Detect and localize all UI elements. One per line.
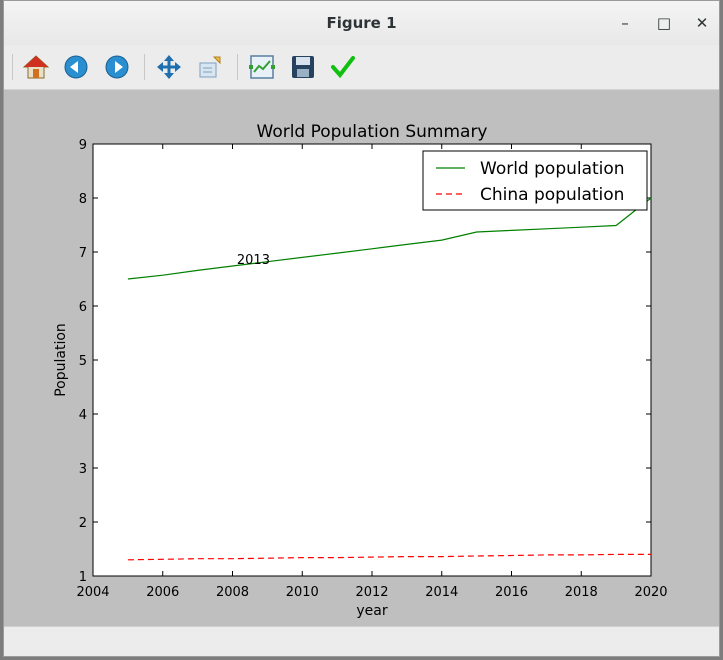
toolbar-separator [144,54,145,80]
x-tick-label: 2010 [286,585,319,600]
edit-axis-button[interactable] [329,53,357,81]
annotation-label: 2013 [237,253,270,268]
x-tick-label: 2008 [216,585,249,600]
y-tick-label: 7 [79,246,87,261]
x-tick-label: 2012 [355,585,388,600]
home-button[interactable] [22,53,50,81]
series-line-1 [127,197,652,280]
chart-svg: World Population Summary year Population… [53,122,668,619]
x-axis-label: year [356,603,387,619]
toolbar-separator [237,54,238,80]
chart-title: World Population Summary [257,122,488,142]
title-bar[interactable]: Figure 1 – □ ✕ [4,1,719,46]
y-tick-label: 1 [79,570,87,585]
figure-window: Figure 1 – □ ✕ [3,0,720,657]
forward-button[interactable] [103,53,131,81]
x-tick-label: 2018 [565,585,598,600]
legend-label: China population [480,185,624,205]
home-icon [23,55,49,79]
y-tick-label: 2 [79,516,87,531]
x-tick-label: 2006 [146,585,179,600]
configure-subplots-button[interactable] [248,53,276,81]
zoom-icon [199,56,221,78]
pan-icon [157,55,181,79]
forward-icon [105,55,129,79]
x-tick-label: 2004 [76,585,109,600]
minimize-button[interactable]: – [621,14,629,32]
pan-button[interactable] [155,53,183,81]
x-tick-label: 2016 [495,585,528,600]
status-bar [4,626,719,656]
legend: World population China population [422,150,648,211]
y-tick-label: 4 [79,408,87,423]
toolbar-separator [12,54,13,80]
series-line-2 [127,553,651,561]
y-tick-label: 6 [79,300,87,315]
y-axis-label: Population [53,323,69,397]
y-tick-label: 5 [79,354,87,369]
x-tick-label: 2020 [634,585,667,600]
window-title: Figure 1 [326,14,397,32]
back-icon [64,55,88,79]
figure-canvas[interactable]: World Population Summary year Population… [4,90,719,628]
save-icon [292,56,314,78]
legend-label: World population [480,159,625,179]
y-tick-label: 3 [79,462,87,477]
save-button[interactable] [289,53,317,81]
maximize-button[interactable]: □ [656,14,672,32]
y-tick-label: 8 [79,192,87,207]
toolbar [4,45,719,90]
edit-axis-icon [331,56,355,79]
legend-box [422,150,648,211]
close-button[interactable]: ✕ [695,14,709,32]
x-tick-label: 2014 [425,585,458,600]
zoom-button[interactable] [196,53,224,81]
y-tick-label: 9 [79,138,87,153]
configure-subplots-icon [249,55,275,79]
back-button[interactable] [62,53,90,81]
